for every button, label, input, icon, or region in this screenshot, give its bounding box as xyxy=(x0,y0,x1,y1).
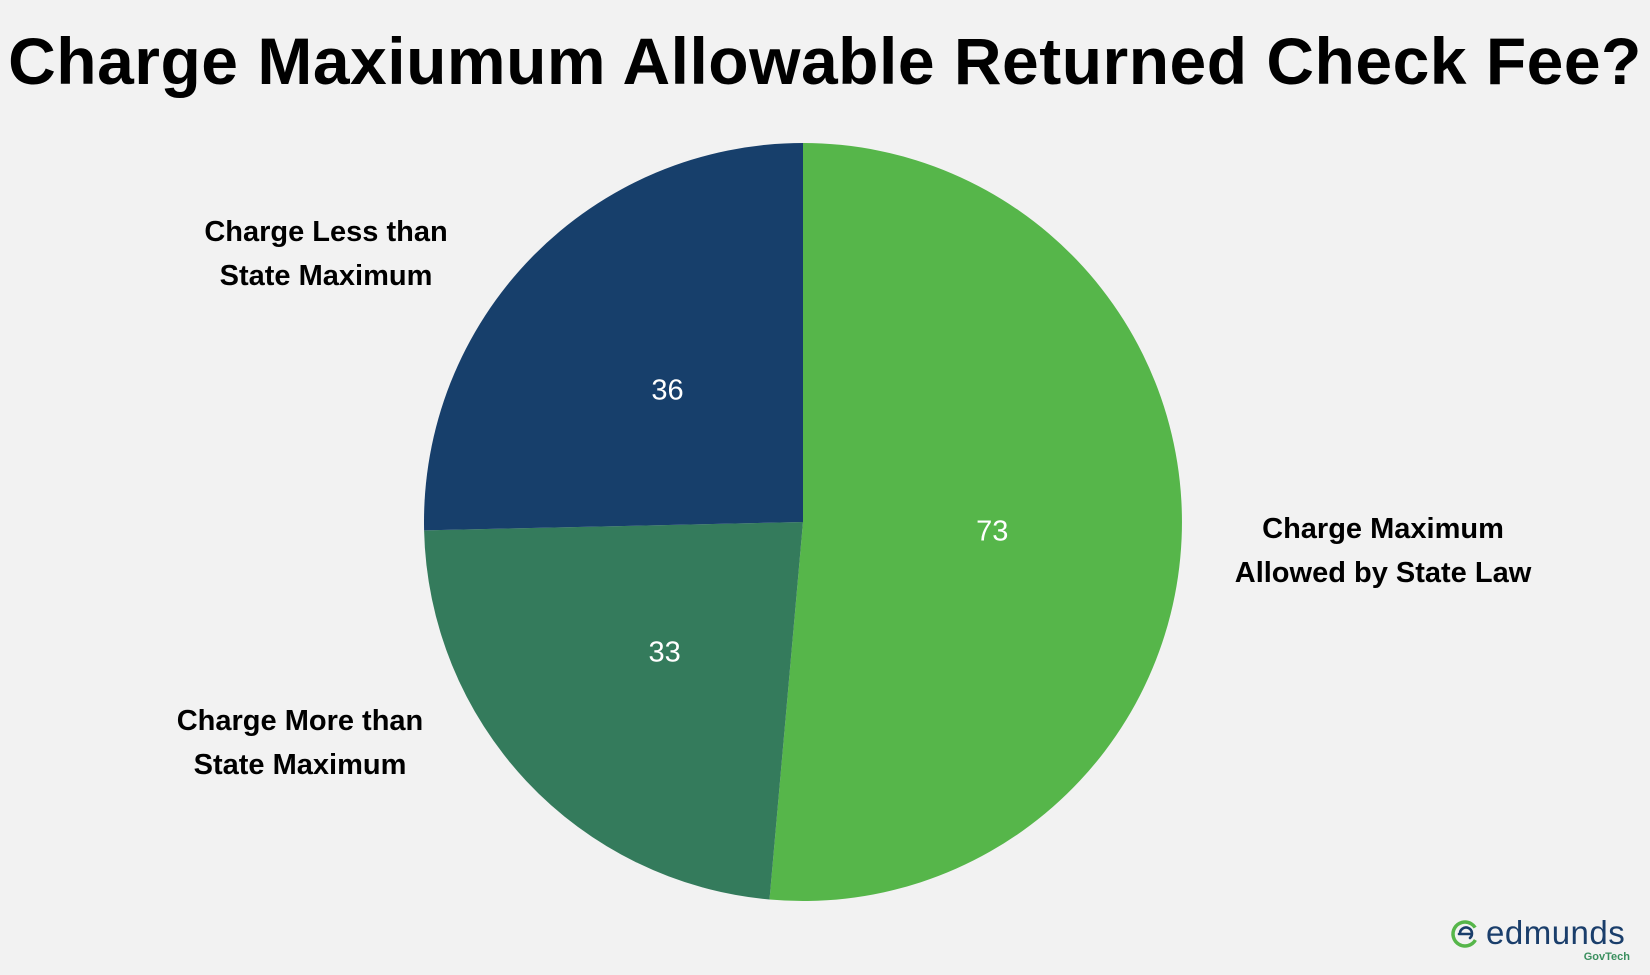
slice-label-line-2-0: Charge Less than xyxy=(204,216,447,248)
slice-label-1: Charge More than State Maximum xyxy=(177,705,424,781)
slice-label-line-1-1: State Maximum xyxy=(194,749,407,781)
slice-label-line-2-1: State Maximum xyxy=(220,260,433,292)
data-label-2: 36 xyxy=(651,375,683,407)
slice-label-line-0-1: Allowed by State Law xyxy=(1235,557,1532,589)
pie-slice-2 xyxy=(423,143,803,531)
slice-label-2: Charge Less than State Maximum xyxy=(204,216,447,292)
slice-label-line-0-0: Charge Maximum xyxy=(1262,513,1504,545)
data-label-1: 33 xyxy=(648,637,680,669)
slice-label-0: Charge Maximum Allowed by State Law xyxy=(1235,513,1532,589)
chart-title: Charge Maxiumum Allowable Returned Check… xyxy=(8,24,1642,98)
logo-wordmark: edmunds xyxy=(1486,914,1626,951)
pie-slice-1 xyxy=(424,522,803,900)
data-label-0: 73 xyxy=(976,515,1008,547)
brand-logo: edmunds GovTech xyxy=(1450,911,1630,963)
slice-label-line-1-0: Charge More than xyxy=(177,705,424,737)
logo-subtitle: GovTech xyxy=(1583,951,1630,963)
edmunds-logo-icon xyxy=(1451,920,1479,948)
pie-slice-0 xyxy=(769,143,1182,901)
